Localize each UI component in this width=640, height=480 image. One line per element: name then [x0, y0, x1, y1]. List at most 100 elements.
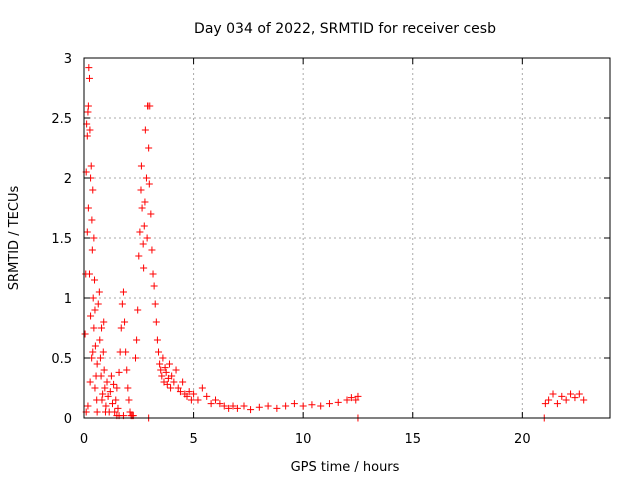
data-point [299, 402, 307, 410]
data-point [136, 228, 144, 236]
data-point [179, 378, 187, 386]
data-point [98, 396, 106, 404]
data-points [81, 64, 588, 422]
data-point [162, 368, 170, 376]
data-point [115, 368, 123, 376]
data-point [119, 288, 127, 296]
data-point [146, 102, 154, 110]
data-point [84, 102, 92, 110]
data-point [354, 392, 362, 400]
x-tick-label: 5 [189, 432, 197, 447]
data-point [100, 366, 108, 374]
data-point [143, 234, 151, 242]
data-point [125, 396, 133, 404]
y-tick-label: 2.5 [51, 112, 72, 127]
x-tick-label: 0 [80, 432, 88, 447]
data-point [85, 64, 93, 72]
data-point [225, 404, 233, 412]
data-point [155, 348, 163, 356]
grid-layer [84, 58, 610, 418]
data-point [121, 318, 129, 326]
data-point [233, 404, 241, 412]
data-point [273, 404, 281, 412]
data-point [102, 402, 110, 410]
data-point [343, 396, 351, 404]
data-point [172, 366, 180, 374]
x-axis-title: GPS time / hours [291, 460, 400, 475]
data-point [147, 210, 155, 218]
data-point [145, 180, 153, 188]
y-tick-label: 3 [64, 52, 72, 67]
data-point [91, 306, 99, 314]
data-point [83, 228, 91, 236]
y-tick-label: 1.5 [51, 232, 72, 247]
data-point [553, 400, 561, 408]
data-point [87, 312, 95, 320]
y-tick-label: 0.5 [51, 352, 72, 367]
data-point [97, 372, 105, 380]
data-point [103, 378, 111, 386]
data-point [104, 392, 112, 400]
data-point [247, 406, 255, 414]
data-point [93, 408, 101, 416]
data-point [89, 186, 97, 194]
data-point [255, 403, 263, 411]
data-point [153, 336, 161, 344]
data-point [91, 342, 99, 350]
data-point [94, 300, 102, 308]
data-point [93, 360, 101, 368]
data-point [118, 300, 126, 308]
data-point [110, 380, 118, 388]
data-point [203, 392, 211, 400]
data-point [85, 74, 93, 82]
data-point [91, 276, 99, 284]
x-tick-label: 20 [514, 432, 531, 447]
data-point [158, 372, 166, 380]
data-point [167, 384, 175, 392]
data-point [84, 402, 92, 410]
data-point [161, 364, 169, 372]
data-point [220, 402, 228, 410]
data-point [194, 396, 202, 404]
data-point [571, 394, 579, 402]
data-point [111, 408, 119, 416]
data-point [282, 402, 290, 410]
data-point [112, 396, 120, 404]
data-point [212, 396, 219, 404]
data-point [122, 348, 130, 356]
data-point [101, 384, 109, 392]
data-point [157, 366, 165, 374]
data-point [124, 384, 132, 392]
data-point [117, 324, 125, 332]
data-point [308, 401, 316, 409]
tick-labels: 0 0.5 1 1.5 2 2.5 3 0 5 10 15 20 [51, 52, 530, 447]
data-point [108, 400, 116, 408]
data-point [89, 294, 97, 302]
data-point [138, 204, 146, 212]
tick-marks [83, 57, 610, 419]
data-point [159, 354, 167, 362]
data-point [152, 318, 160, 326]
data-point [99, 390, 107, 398]
data-point [170, 378, 178, 386]
data-point [133, 336, 141, 344]
data-point [98, 324, 106, 332]
data-point [86, 378, 94, 386]
data-point [264, 402, 272, 410]
data-point [114, 404, 122, 412]
data-point [100, 318, 108, 326]
data-point [91, 384, 99, 392]
data-point [84, 108, 92, 116]
data-point [558, 392, 566, 400]
data-point [137, 186, 145, 194]
y-axis-title: SRMTID / TECUs [7, 186, 22, 291]
data-point [575, 390, 583, 398]
data-point [87, 162, 95, 170]
data-point [89, 348, 97, 356]
data-point [562, 396, 570, 404]
data-point [107, 372, 115, 380]
data-point [165, 360, 173, 368]
data-point [83, 132, 91, 140]
x-tick-label: 15 [404, 432, 421, 447]
data-point [150, 282, 158, 290]
